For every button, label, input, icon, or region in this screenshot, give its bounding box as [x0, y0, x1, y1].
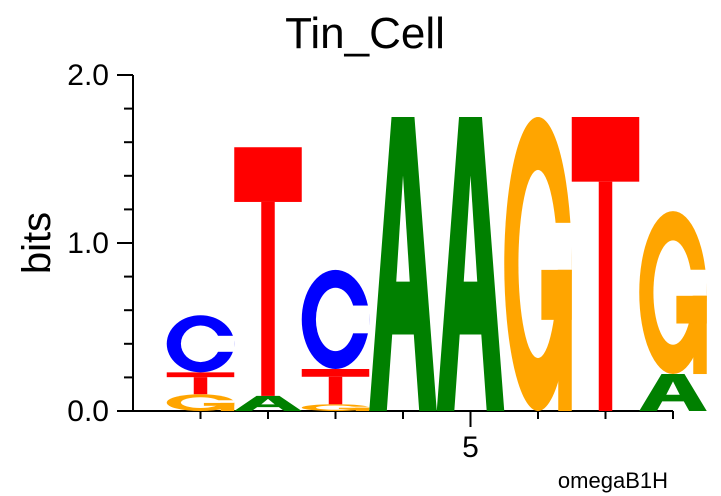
letter-a-pos2 [234, 395, 302, 411]
letter-t-pos1 [166, 372, 235, 395]
y-tick-label: 0.0 [67, 395, 109, 428]
letter-t-pos3 [301, 369, 370, 405]
letter-stacks [166, 117, 707, 411]
letter-t-pos7 [571, 117, 640, 411]
letter-a-pos4 [369, 117, 437, 411]
y-tick-label: 1.0 [67, 227, 109, 260]
y-axis-label: bits [15, 212, 59, 274]
letter-c-pos1 [166, 315, 235, 373]
footer-label: omegaB1H [558, 468, 668, 493]
letter-t-pos2 [234, 147, 302, 396]
letter-a-pos8 [639, 374, 707, 411]
letter-g-pos8 [639, 211, 707, 375]
letter-g-pos6 [504, 117, 572, 411]
x-tick-label: 5 [462, 431, 479, 464]
letter-g-pos3 [301, 404, 370, 411]
chart-title: Tin_Cell [285, 9, 445, 58]
letter-c-pos3 [301, 269, 370, 369]
letter-g-pos1 [166, 394, 235, 411]
y-tick-label: 2.0 [67, 59, 109, 92]
letter-a-pos5 [436, 117, 505, 411]
